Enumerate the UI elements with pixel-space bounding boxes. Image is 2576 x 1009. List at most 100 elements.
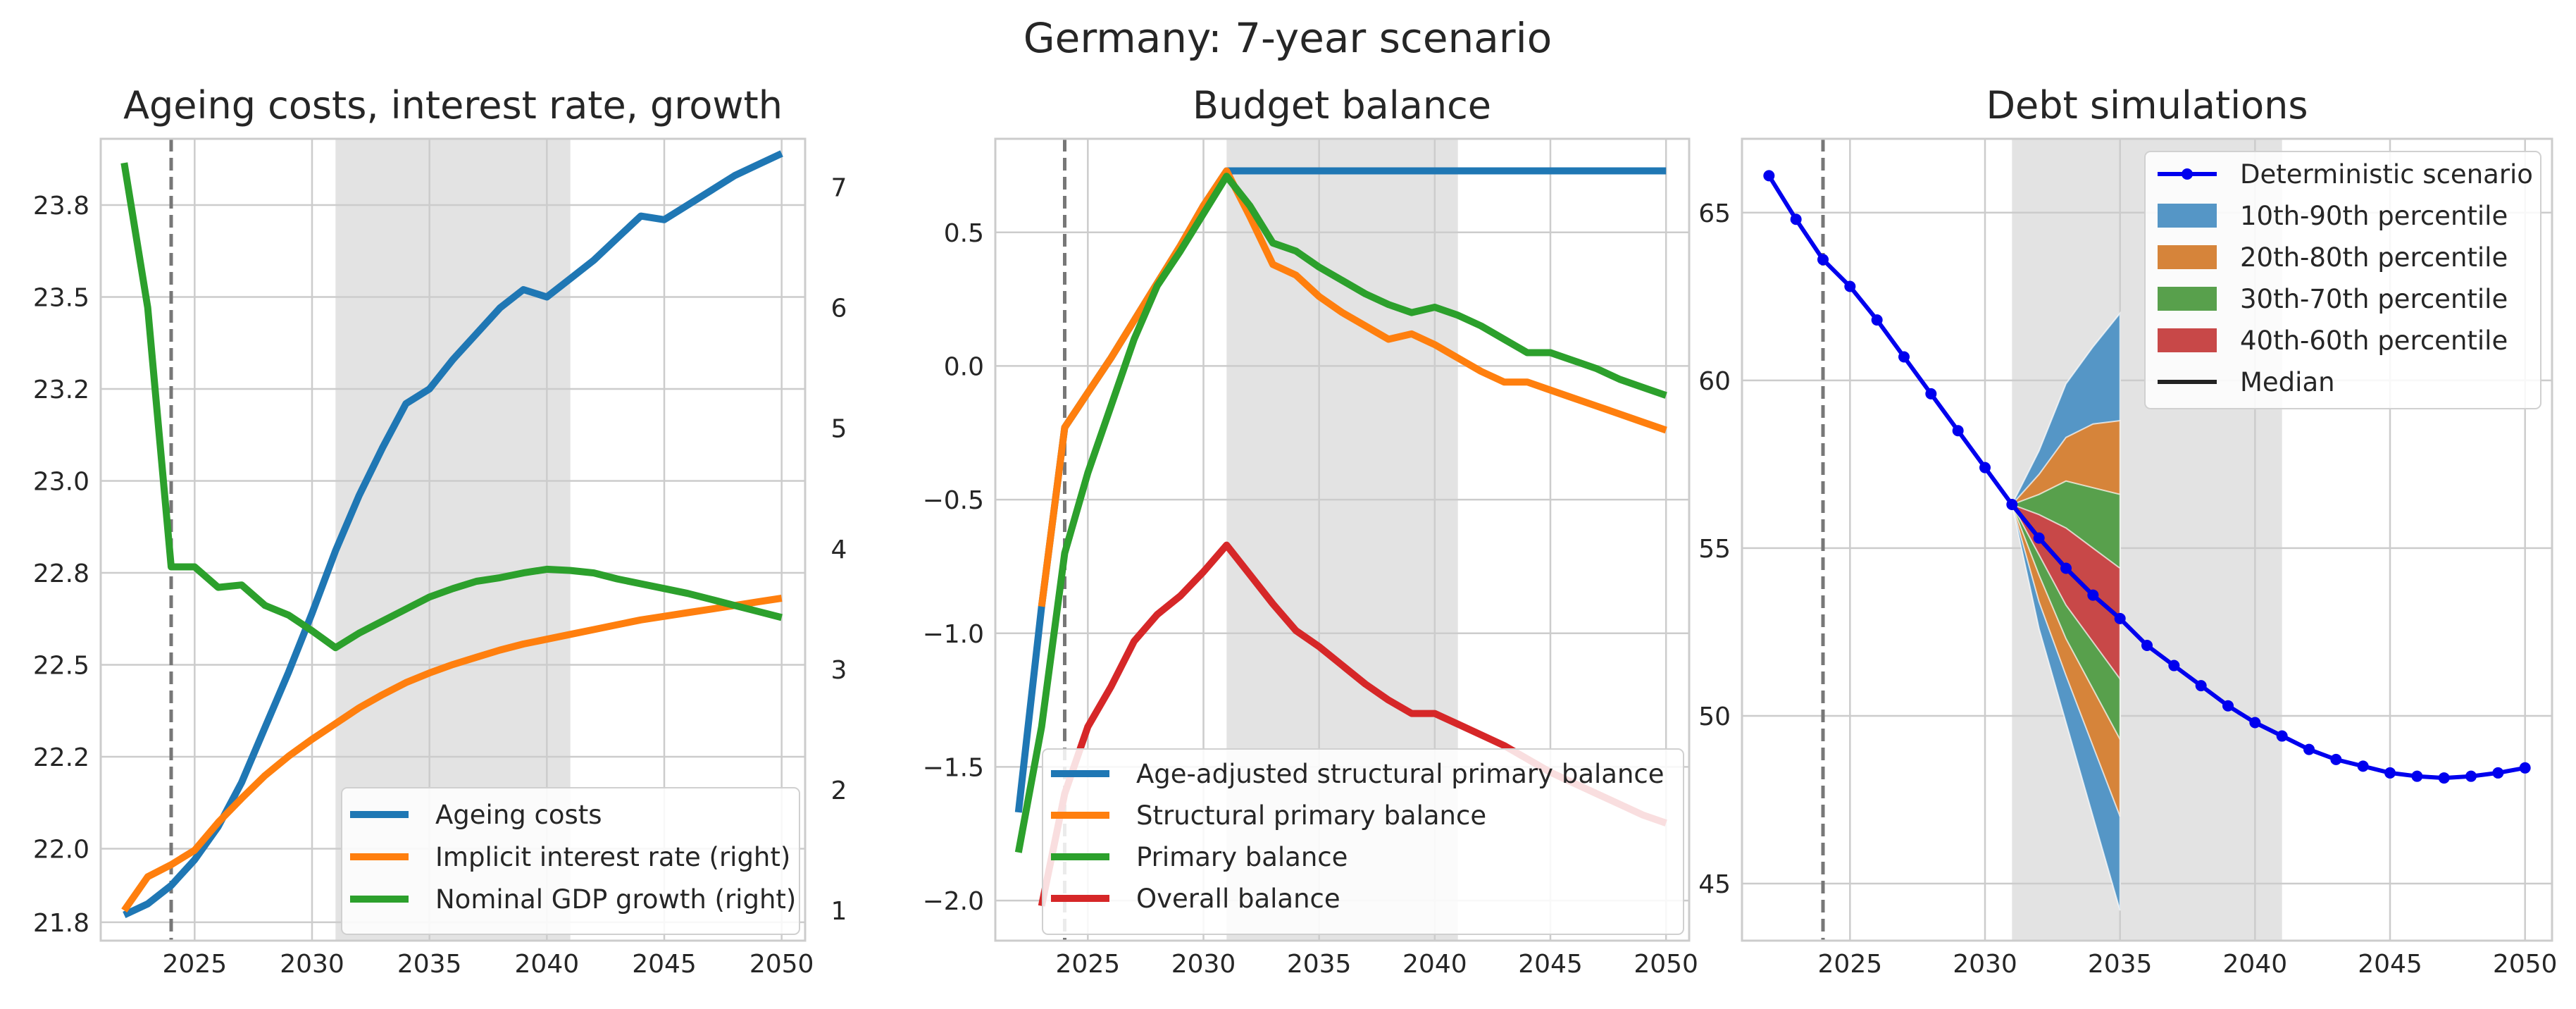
x-tick-label: 2040 (2223, 950, 2288, 979)
y-tick-label: 21.8 (33, 909, 89, 938)
y2-tick-label: 2 (831, 776, 847, 805)
legend: Age-adjusted structural primary balance S… (1042, 748, 1684, 935)
panel-title: Budget balance (1193, 83, 1491, 128)
legend-label: 20th-80th percentile (2240, 242, 2508, 273)
x-tick-label: 2035 (397, 950, 462, 979)
x-tick-label: 2025 (1056, 950, 1121, 979)
deterministic-point (2195, 680, 2207, 692)
deterministic-point (1871, 314, 1883, 326)
series-line-green (120, 162, 783, 652)
panel-ageing-costs: 2025 2030 2035 2040 2045 2050 21.8 22.0 22.2 22.5… (33, 83, 847, 979)
legend: Ageing costs Implicit interest rate (righ… (341, 787, 800, 935)
y-tick-label: −0.5 (923, 486, 984, 515)
x-tick-label: 2035 (2088, 950, 2153, 979)
y2-tick-label: 5 (831, 415, 847, 444)
legend-box (341, 787, 800, 935)
y-tick-label: 0.0 (944, 352, 984, 381)
deterministic-point (2033, 532, 2045, 544)
panel-title: Ageing costs, interest rate, growth (123, 83, 783, 128)
panel-budget-balance: 2025 2030 2035 2040 2045 2050 −2.0 −1.5 −1.0 −0.5… (923, 83, 1698, 979)
y-tick-label: 22.2 (33, 743, 89, 772)
x-tick-label: 2030 (1953, 950, 2017, 979)
y-tick-label: 0.5 (944, 219, 984, 248)
deterministic-point (2357, 760, 2369, 772)
y-tick-label: 23.0 (33, 467, 89, 496)
legend-box (1042, 748, 1684, 935)
deterministic-point (2087, 589, 2099, 601)
y-tick-label: 60 (1698, 367, 1731, 396)
legend-label: Overall balance (1136, 884, 1340, 914)
legend-swatch (2158, 245, 2217, 269)
y-tick-label: −2.0 (923, 887, 984, 916)
y-tick-label: 55 (1698, 535, 1731, 564)
figure-title: Germany: 7-year scenario (1023, 14, 1553, 62)
deterministic-point (1979, 462, 1991, 473)
deterministic-point (1898, 351, 1910, 363)
deterministic-point (1952, 425, 1964, 437)
legend-label: 10th-90th percentile (2240, 201, 2508, 231)
x-tick-label: 2050 (749, 950, 814, 979)
x-tick-label: 2045 (632, 950, 697, 979)
deterministic-point (2384, 767, 2396, 779)
y-tick-label: 23.2 (33, 376, 89, 404)
deterministic-point (2006, 499, 2018, 511)
deterministic-point (1790, 213, 1802, 225)
y-tick-label: 22.5 (33, 651, 89, 680)
legend-label: Median (2240, 367, 2335, 397)
legend-swatch (2158, 328, 2217, 352)
y-tick-label: 45 (1698, 870, 1731, 899)
deterministic-point (2141, 639, 2153, 651)
legend-label: 30th-70th percentile (2240, 284, 2508, 314)
legend-marker (2182, 168, 2193, 180)
y2-tick-label: 4 (831, 536, 847, 564)
legend-label: 40th-60th percentile (2240, 326, 2508, 356)
x-tick-label: 2050 (1634, 950, 1698, 979)
deterministic-point (2438, 772, 2450, 784)
deterministic-point (2303, 743, 2315, 755)
series-line-blue (123, 150, 783, 919)
y-tick-label: 65 (1698, 199, 1731, 228)
deterministic-point (1763, 170, 1775, 182)
x-tick-label: 2040 (515, 950, 580, 979)
series-line-orange (1038, 167, 1667, 607)
legend-swatch (2158, 204, 2217, 228)
legend-label: Deterministic scenario (2240, 159, 2533, 190)
y-tick-label: 50 (1698, 702, 1731, 731)
panel-frame (99, 137, 807, 942)
deterministic-point (2060, 562, 2072, 574)
deterministic-point (2519, 762, 2531, 774)
deterministic-point (1925, 388, 1937, 400)
x-tick-label: 2045 (1518, 950, 1583, 979)
panel-title: Debt simulations (1986, 83, 2308, 128)
x-tick-label: 2040 (1402, 950, 1467, 979)
y2-tick-label: 7 (831, 173, 847, 202)
x-tick-label: 2050 (2493, 950, 2558, 979)
x-tick-label: 2035 (1287, 950, 1352, 979)
legend-label: Ageing costs (435, 800, 602, 830)
deterministic-point (1844, 280, 1856, 292)
panel-frame (1741, 137, 2553, 942)
legend-label: Structural primary balance (1136, 800, 1486, 831)
y-tick-label: 23.8 (33, 192, 89, 221)
legend-swatch (2158, 287, 2217, 311)
series-line-green (1014, 173, 1667, 853)
series-line-orange (121, 595, 783, 913)
legend-label: Age-adjusted structural primary balance (1136, 759, 1665, 789)
panel-debt-simulations: 2025 2030 2035 2040 2045 2050 45 50 55 60 65 Debt … (1698, 83, 2557, 979)
x-tick-label: 2045 (2358, 950, 2422, 979)
deterministic-point (1817, 254, 1829, 266)
deterministic-point (2492, 767, 2504, 779)
deterministic-point (2330, 753, 2342, 765)
y2-tick-label: 6 (831, 295, 847, 323)
y2-tick-label: 3 (831, 656, 847, 685)
deterministic-point (2222, 700, 2234, 712)
deterministic-point (2114, 612, 2126, 624)
x-tick-label: 2030 (280, 950, 344, 979)
deterministic-point (2249, 717, 2261, 729)
legend: Deterministic scenario 10th-90th percenti… (2144, 151, 2541, 409)
panel-frame (994, 137, 1691, 942)
deterministic-point (2276, 730, 2288, 742)
y-tick-label: −1.0 (923, 620, 984, 649)
y-tick-label: 22.8 (33, 559, 89, 588)
